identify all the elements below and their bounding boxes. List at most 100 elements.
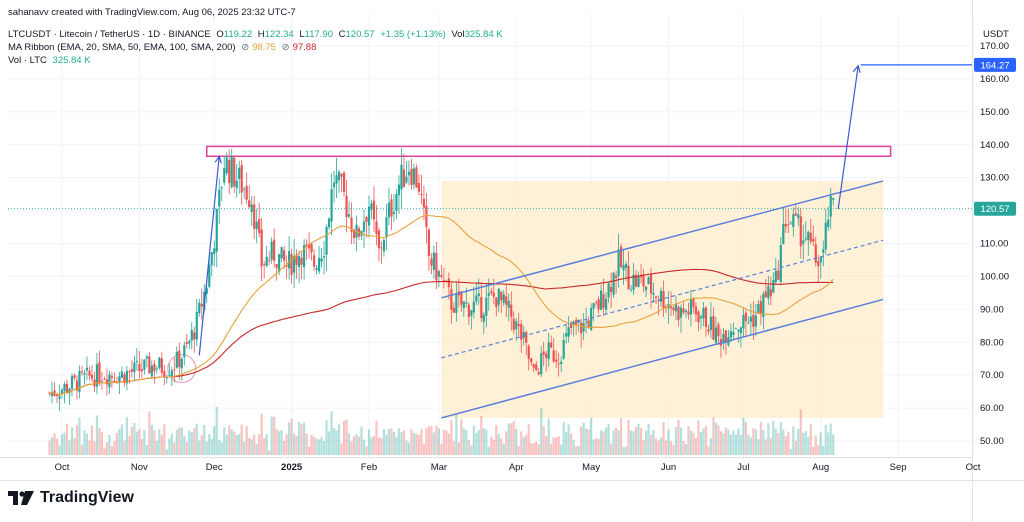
candle-body[interactable] (782, 223, 785, 244)
candle-body[interactable] (337, 171, 341, 181)
candle-body[interactable] (113, 380, 116, 382)
candle-body[interactable] (180, 358, 183, 369)
candle-body[interactable] (747, 322, 750, 324)
candle-body[interactable] (210, 252, 213, 266)
candle-body[interactable] (769, 289, 772, 297)
candle-body[interactable] (265, 256, 268, 266)
candle-body[interactable] (567, 327, 570, 337)
candle-body[interactable] (475, 295, 478, 302)
candle-body[interactable] (647, 277, 650, 285)
candle-body[interactable] (819, 256, 822, 263)
candle-body[interactable] (822, 249, 825, 253)
candle-body[interactable] (83, 373, 86, 375)
candle-body[interactable] (480, 296, 483, 319)
candle-body[interactable] (248, 200, 251, 208)
candle-body[interactable] (168, 375, 171, 377)
candle-body[interactable] (188, 340, 191, 344)
candle-body[interactable] (772, 279, 775, 293)
candle-body[interactable] (739, 327, 742, 334)
candle-body[interactable] (73, 375, 76, 378)
candle-body[interactable] (734, 328, 737, 330)
candle-body[interactable] (447, 278, 450, 288)
candle-body[interactable] (193, 332, 196, 340)
candle-body[interactable] (585, 321, 588, 323)
candle-body[interactable] (679, 307, 683, 318)
candle-body[interactable] (352, 230, 356, 239)
candle-body[interactable] (722, 333, 725, 344)
candle-body[interactable] (140, 369, 143, 372)
candle-body[interactable] (759, 301, 762, 315)
candle-body[interactable] (814, 244, 817, 263)
candle-body[interactable] (517, 324, 520, 327)
candle-body[interactable] (512, 318, 515, 331)
candle-body[interactable] (799, 216, 802, 247)
candle-body[interactable] (183, 345, 186, 358)
candle-body[interactable] (85, 367, 89, 371)
candle-body[interactable] (789, 222, 792, 224)
candle-body[interactable] (724, 330, 728, 343)
candle-body[interactable] (622, 265, 625, 271)
candle-body[interactable] (293, 255, 296, 273)
candle-body[interactable] (737, 329, 740, 332)
candle-body[interactable] (165, 377, 168, 379)
candle-body[interactable] (560, 361, 563, 364)
candle-body[interactable] (375, 221, 378, 235)
candle-body[interactable] (565, 333, 568, 337)
candle-body[interactable] (502, 294, 505, 303)
candle-body[interactable] (540, 353, 543, 375)
candle-body[interactable] (802, 240, 805, 244)
candle-body[interactable] (817, 261, 820, 267)
candle-body[interactable] (587, 320, 590, 327)
candle-body[interactable] (555, 359, 558, 362)
candle-body[interactable] (637, 275, 640, 287)
candle-body[interactable] (120, 371, 124, 378)
candle-body[interactable] (100, 381, 104, 382)
candle-body[interactable] (652, 293, 655, 295)
candle-body[interactable] (707, 329, 710, 332)
candle-body[interactable] (170, 370, 173, 377)
candle-body[interactable] (415, 167, 418, 188)
candle-body[interactable] (507, 300, 510, 308)
ma-ribbon-line[interactable]: MA Ribbon (EMA, 20, SMA, 50, EMA, 100, S… (8, 42, 319, 53)
candle-body[interactable] (228, 159, 231, 183)
candle-body[interactable] (694, 306, 698, 315)
candle-body[interactable] (155, 368, 158, 370)
candle-body[interactable] (794, 213, 797, 216)
candle-body[interactable] (130, 369, 133, 372)
candle-body[interactable] (138, 363, 141, 371)
candle-body[interactable] (757, 304, 760, 314)
candle-body[interactable] (55, 394, 59, 396)
candle-body[interactable] (442, 280, 445, 281)
candle-body[interactable] (787, 224, 790, 225)
candle-body[interactable] (68, 388, 71, 394)
candle-body[interactable] (824, 222, 827, 250)
hidden-eye-icon-2[interactable]: ⊘ (281, 42, 290, 53)
candle-body[interactable] (527, 346, 530, 360)
candle-body[interactable] (350, 217, 353, 232)
candle-body[interactable] (550, 342, 553, 348)
candle-body[interactable] (198, 302, 201, 314)
candle-body[interactable] (684, 310, 688, 313)
candle-body[interactable] (205, 288, 208, 294)
candle-body[interactable] (609, 287, 613, 292)
candle-body[interactable] (412, 168, 416, 185)
candle-body[interactable] (644, 286, 648, 291)
candle-body[interactable] (709, 316, 713, 331)
candle-body[interactable] (178, 350, 181, 368)
candle-body[interactable] (542, 351, 545, 355)
candle-body[interactable] (215, 208, 218, 252)
candle-body[interactable] (322, 255, 326, 258)
candle-body[interactable] (190, 329, 193, 341)
candle-body[interactable] (455, 294, 458, 313)
candle-body[interactable] (263, 263, 266, 265)
candle-body[interactable] (288, 251, 291, 269)
candle-body[interactable] (595, 302, 598, 304)
candle-body[interactable] (807, 232, 810, 241)
candle-body[interactable] (312, 255, 316, 267)
candle-body[interactable] (317, 258, 321, 272)
candle-body[interactable] (669, 306, 673, 309)
candle-body[interactable] (767, 286, 770, 299)
candle-body[interactable] (450, 289, 453, 310)
candle-body[interactable] (749, 316, 752, 322)
